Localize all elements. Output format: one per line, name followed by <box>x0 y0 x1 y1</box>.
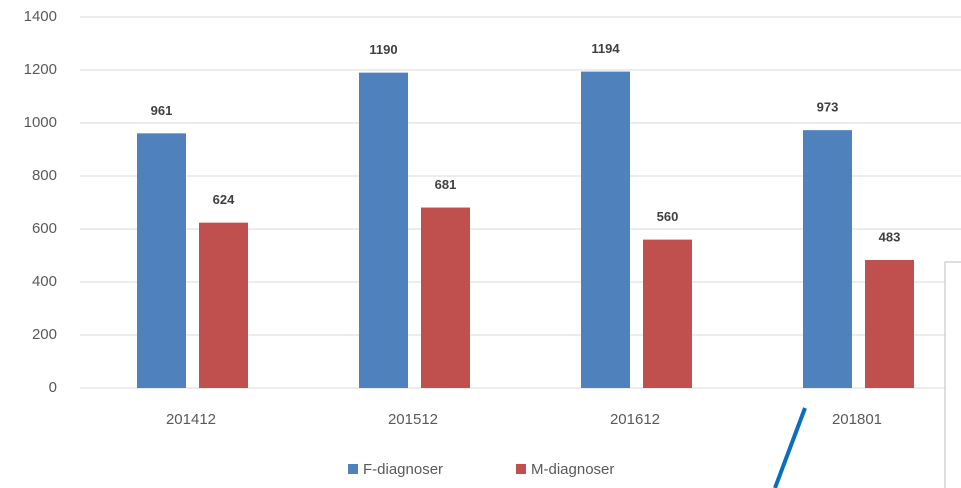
data-label: 973 <box>817 100 839 115</box>
y-tick-label: 800 <box>32 167 57 184</box>
annotation-line <box>773 407 807 488</box>
legend-swatch <box>516 464 526 474</box>
legend-label: F-diagnoser <box>363 461 443 478</box>
bar <box>643 239 692 388</box>
data-label: 961 <box>151 103 173 118</box>
data-label: 1190 <box>369 42 397 57</box>
x-tick-label: 201512 <box>388 411 438 428</box>
y-tick-label: 1200 <box>24 61 57 78</box>
y-tick-label: 1400 <box>24 8 57 25</box>
legend-label: M-diagnoser <box>531 461 614 478</box>
y-tick-label: 0 <box>49 379 57 396</box>
bar <box>359 72 408 389</box>
y-tick-label: 600 <box>32 220 57 237</box>
bar <box>137 133 186 388</box>
bar <box>581 71 630 388</box>
bar <box>199 222 248 388</box>
x-tick-label: 201612 <box>610 411 660 428</box>
data-label: 1194 <box>591 41 620 56</box>
x-tick-label: 201412 <box>166 411 216 428</box>
data-label: 483 <box>879 229 901 244</box>
legend-swatch <box>348 464 358 474</box>
bar <box>803 130 852 388</box>
data-label: 624 <box>213 192 235 207</box>
x-tick-label: 201801 <box>832 411 882 428</box>
overlay-box <box>944 261 961 488</box>
data-label: 681 <box>435 177 457 192</box>
y-tick-label: 1000 <box>24 114 57 131</box>
bar <box>421 207 470 388</box>
y-tick-label: 400 <box>32 273 57 290</box>
y-tick-label: 200 <box>32 326 57 343</box>
data-label: 560 <box>657 209 679 224</box>
bar <box>865 260 914 388</box>
